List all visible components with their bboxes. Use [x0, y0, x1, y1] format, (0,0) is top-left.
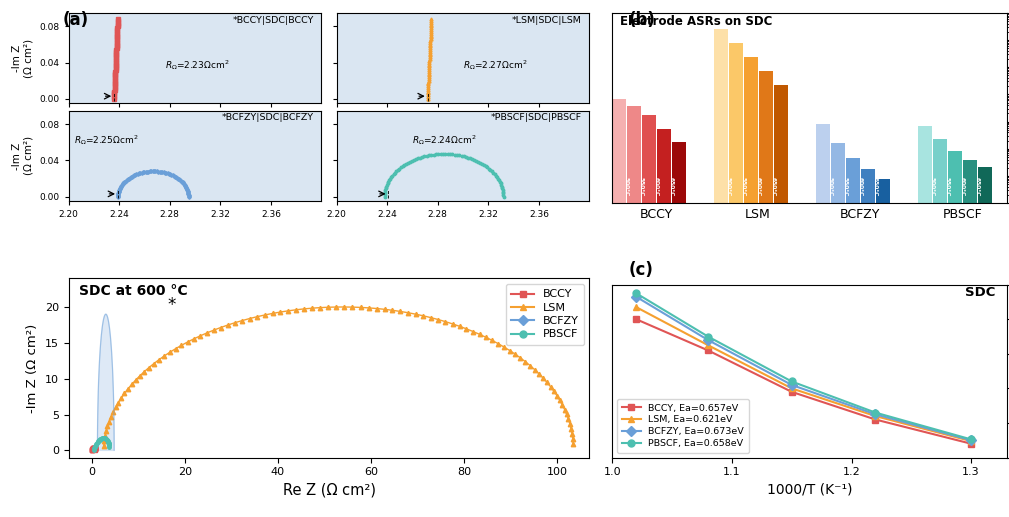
- PBSCF, Ea=0.658eV: [965, 436, 977, 443]
- Bar: [657, 129, 671, 517]
- Bar: [876, 178, 890, 517]
- Text: 500°C: 500°C: [725, 177, 731, 196]
- Text: 700°C: 700°C: [888, 177, 893, 196]
- Text: 500°C: 500°C: [929, 177, 934, 196]
- Text: SDC at 600 °C: SDC at 600 °C: [79, 284, 188, 298]
- X-axis label: Re Z (Ω cm²): Re Z (Ω cm²): [283, 483, 375, 498]
- BCFZY, Ea=0.673eV: [870, 411, 882, 417]
- Text: $R_\Omega$=2.23$\Omega$cm$^2$: $R_\Omega$=2.23$\Omega$cm$^2$: [164, 58, 229, 72]
- Text: 550°C: 550°C: [843, 177, 848, 196]
- BCFZY, Ea=0.673eV: [631, 294, 643, 300]
- Line: BCFZY, Ea=0.673eV: BCFZY, Ea=0.673eV: [633, 293, 975, 444]
- Bar: [612, 99, 626, 517]
- PBSCF, Ea=0.658eV: [786, 378, 798, 385]
- Text: *: *: [167, 296, 176, 314]
- BCFZY, Ea=0.673eV: [786, 382, 798, 388]
- BCCY, Ea=0.657eV: [965, 440, 977, 447]
- Text: 650°C: 650°C: [669, 177, 673, 196]
- Text: 500°C: 500°C: [827, 177, 832, 196]
- Y-axis label: -Im Z
(Ω cm²): -Im Z (Ω cm²): [12, 39, 34, 78]
- Bar: [918, 126, 932, 517]
- Bar: [745, 57, 758, 517]
- Text: *PBSCF|SDC|PBSCF: *PBSCF|SDC|PBSCF: [490, 113, 582, 123]
- Bar: [831, 143, 846, 517]
- BCFZY, Ea=0.673eV: [702, 337, 714, 343]
- Legend: BCCY, Ea=0.657eV, LSM, Ea=0.621eV, BCFZY, Ea=0.673eV, PBSCF, Ea=0.658eV: BCCY, Ea=0.657eV, LSM, Ea=0.621eV, BCFZY…: [618, 399, 749, 453]
- Text: 600°C: 600°C: [654, 177, 659, 196]
- Bar: [979, 166, 992, 517]
- Bar: [774, 85, 788, 517]
- Text: (b): (b): [629, 11, 656, 29]
- Text: $R_\Omega$=2.25$\Omega$cm$^2$: $R_\Omega$=2.25$\Omega$cm$^2$: [74, 133, 138, 147]
- PBSCF, Ea=0.658eV: [631, 290, 643, 296]
- Text: $R_\Omega$=2.27$\Omega$cm$^2$: $R_\Omega$=2.27$\Omega$cm$^2$: [463, 58, 528, 72]
- Bar: [847, 158, 860, 517]
- Text: *BCFZY|SDC|BCFZY: *BCFZY|SDC|BCFZY: [222, 113, 314, 123]
- Y-axis label: -Im Z
(Ω cm²): -Im Z (Ω cm²): [12, 136, 34, 175]
- Text: (c): (c): [629, 261, 654, 279]
- Text: 700°C: 700°C: [990, 177, 995, 196]
- Text: *LSM|SDC|LSM: *LSM|SDC|LSM: [512, 16, 582, 25]
- Bar: [964, 160, 977, 517]
- Text: 600°C: 600°C: [858, 177, 863, 196]
- LSM, Ea=0.621eV: [631, 304, 643, 310]
- Text: 650°C: 650°C: [771, 177, 776, 196]
- Text: *BCCY|SDC|BCCY: *BCCY|SDC|BCCY: [232, 16, 314, 25]
- LSM, Ea=0.621eV: [702, 342, 714, 348]
- Bar: [628, 106, 641, 517]
- Bar: [714, 29, 728, 517]
- Polygon shape: [98, 314, 114, 450]
- Line: LSM, Ea=0.621eV: LSM, Ea=0.621eV: [633, 303, 975, 445]
- LSM, Ea=0.621eV: [786, 385, 798, 391]
- BCFZY, Ea=0.673eV: [965, 437, 977, 444]
- Text: 600°C: 600°C: [756, 177, 761, 196]
- Bar: [759, 71, 773, 517]
- BCCY, Ea=0.657eV: [870, 416, 882, 422]
- BCCY, Ea=0.657eV: [786, 389, 798, 395]
- PBSCF, Ea=0.658eV: [870, 409, 882, 416]
- Text: 700°C: 700°C: [785, 177, 790, 196]
- Bar: [730, 43, 743, 517]
- Text: 500°C: 500°C: [624, 177, 629, 196]
- Legend: BCCY, LSM, BCFZY, PBSCF: BCCY, LSM, BCFZY, PBSCF: [506, 284, 584, 345]
- Text: (a): (a): [63, 11, 89, 29]
- Y-axis label: -Im Z (Ω cm²): -Im Z (Ω cm²): [26, 323, 39, 413]
- Text: 600°C: 600°C: [960, 177, 965, 196]
- Bar: [672, 142, 686, 517]
- X-axis label: 1000/T (K⁻¹): 1000/T (K⁻¹): [767, 483, 853, 497]
- Text: 550°C: 550°C: [944, 177, 949, 196]
- PBSCF, Ea=0.658eV: [702, 333, 714, 340]
- Line: PBSCF, Ea=0.658eV: PBSCF, Ea=0.658eV: [633, 290, 975, 443]
- Bar: [816, 124, 830, 517]
- Text: SDC: SDC: [965, 286, 995, 299]
- Text: 550°C: 550°C: [741, 177, 746, 196]
- Text: 700°C: 700°C: [683, 177, 688, 196]
- Bar: [948, 150, 963, 517]
- Line: BCCY, Ea=0.657eV: BCCY, Ea=0.657eV: [633, 316, 975, 447]
- Bar: [862, 169, 875, 517]
- LSM, Ea=0.621eV: [870, 413, 882, 419]
- Text: 650°C: 650°C: [873, 177, 878, 196]
- Text: 650°C: 650°C: [975, 177, 980, 196]
- BCCY, Ea=0.657eV: [631, 316, 643, 323]
- Bar: [643, 115, 656, 517]
- Text: 550°C: 550°C: [639, 177, 644, 196]
- LSM, Ea=0.621eV: [965, 438, 977, 444]
- Text: Electrode ASRs on SDC: Electrode ASRs on SDC: [621, 15, 773, 28]
- BCCY, Ea=0.657eV: [702, 347, 714, 354]
- Bar: [933, 140, 947, 517]
- Text: $R_\Omega$=2.24$\Omega$cm$^2$: $R_\Omega$=2.24$\Omega$cm$^2$: [413, 133, 477, 147]
